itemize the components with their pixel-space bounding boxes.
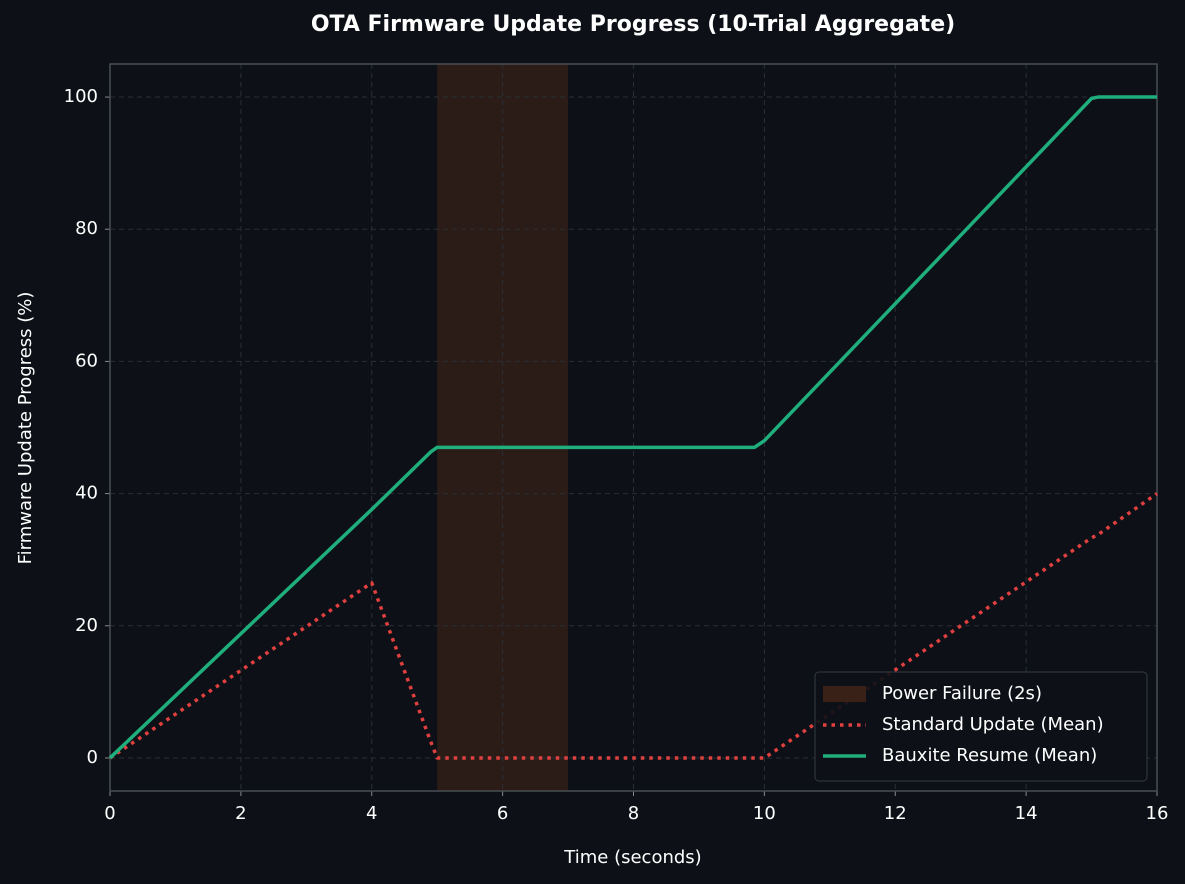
x-tick-label: 14 <box>1015 803 1038 824</box>
legend: Power Failure (2s) Standard Update (Mean)… <box>814 671 1148 782</box>
plot-frame <box>109 63 1158 792</box>
legend-label: Bauxite Resume (Mean) <box>882 745 1097 766</box>
chart-title: OTA Firmware Update Progress (10-Trial A… <box>311 12 955 37</box>
x-tick-label: 0 <box>104 803 115 824</box>
y-tick-label: 20 <box>75 615 98 636</box>
legend-label: Standard Update (Mean) <box>882 714 1104 735</box>
legend-box <box>814 671 1148 782</box>
y-axis-label: Firmware Update Progress (%) <box>15 292 36 565</box>
y-tick-label: 40 <box>75 483 98 504</box>
x-tick-label: 6 <box>497 803 508 824</box>
x-tick-label: 2 <box>235 803 246 824</box>
x-tick-label: 8 <box>628 803 639 824</box>
legend-label: Power Failure (2s) <box>882 683 1042 704</box>
x-axis-label: Time (seconds) <box>563 847 701 868</box>
series-line <box>108 95 1157 760</box>
legend-swatch <box>823 686 866 702</box>
y-tick-label: 0 <box>87 747 98 768</box>
y-tick-label: 80 <box>75 218 98 239</box>
x-tick-label: 4 <box>366 803 377 824</box>
x-tick-label: 16 <box>1146 803 1169 824</box>
series-line <box>109 492 1158 760</box>
x-tick-label: 12 <box>884 803 907 824</box>
x-tick-label: 10 <box>753 803 776 824</box>
y-tick-label: 60 <box>75 350 98 371</box>
y-tick-label: 100 <box>64 86 98 107</box>
